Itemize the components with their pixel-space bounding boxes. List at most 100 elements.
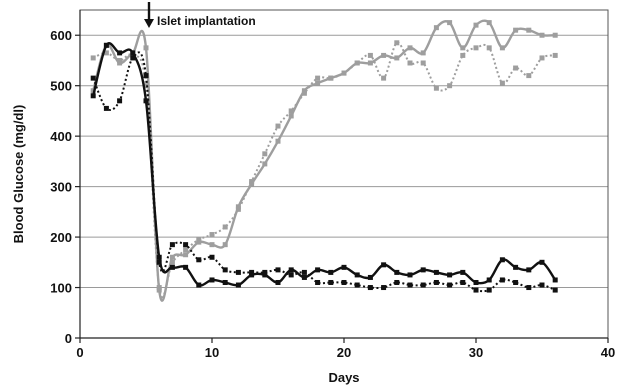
data-point xyxy=(394,279,400,285)
data-point xyxy=(407,60,413,66)
series-2 xyxy=(90,40,558,298)
data-point xyxy=(394,269,400,275)
y-tick-label: 300 xyxy=(50,180,72,195)
data-point xyxy=(275,138,281,144)
data-point xyxy=(315,75,321,81)
data-point xyxy=(407,45,413,51)
data-point xyxy=(143,83,149,89)
data-point xyxy=(447,83,453,89)
data-point xyxy=(473,279,479,285)
data-point xyxy=(381,75,387,81)
data-point xyxy=(539,55,545,61)
y-axis-title: Blood Glucose (mg/dl) xyxy=(11,105,26,244)
data-point xyxy=(513,279,519,285)
data-point xyxy=(103,42,109,48)
annotation-arrow-head xyxy=(144,19,154,28)
data-point xyxy=(499,80,505,86)
data-point xyxy=(169,264,175,270)
data-point xyxy=(235,206,241,212)
data-point xyxy=(169,242,175,248)
y-tick-label: 100 xyxy=(50,281,72,296)
data-point xyxy=(341,70,347,76)
data-point xyxy=(460,45,466,51)
data-point xyxy=(183,264,189,270)
data-point xyxy=(249,179,255,185)
data-point xyxy=(354,282,360,288)
data-point xyxy=(499,277,505,283)
data-point xyxy=(381,285,387,291)
data-point xyxy=(447,272,453,278)
data-point xyxy=(315,267,321,273)
y-tick-label: 500 xyxy=(50,79,72,94)
data-point xyxy=(499,45,505,51)
data-point xyxy=(354,272,360,278)
data-point xyxy=(249,269,255,275)
data-point xyxy=(526,267,532,273)
annotation: Islet implantation xyxy=(144,2,256,28)
data-point xyxy=(407,282,413,288)
data-point xyxy=(209,232,215,238)
data-point xyxy=(288,272,294,278)
data-point xyxy=(513,27,519,33)
series-layer xyxy=(90,19,558,302)
data-point xyxy=(394,55,400,61)
data-point xyxy=(526,27,532,33)
data-point xyxy=(90,55,96,61)
data-point xyxy=(90,93,96,99)
data-point xyxy=(486,20,492,26)
data-point xyxy=(143,98,149,104)
data-point xyxy=(275,279,281,285)
data-point xyxy=(222,224,228,230)
data-point xyxy=(552,32,558,38)
data-point xyxy=(315,279,321,285)
data-point xyxy=(235,269,241,275)
data-point xyxy=(249,181,255,187)
data-point xyxy=(262,269,268,275)
data-point xyxy=(552,52,558,58)
data-point xyxy=(433,279,439,285)
data-point xyxy=(235,204,241,210)
data-point xyxy=(381,52,387,58)
x-axis-title: Days xyxy=(328,370,359,385)
data-point xyxy=(196,282,202,288)
data-point xyxy=(433,85,439,91)
x-tick-label: 40 xyxy=(601,345,615,360)
data-point xyxy=(460,269,466,275)
data-point xyxy=(552,287,558,293)
data-point xyxy=(275,267,281,273)
x-tick-label: 0 xyxy=(76,345,83,360)
data-point xyxy=(367,60,373,66)
data-point xyxy=(539,259,545,265)
data-point xyxy=(328,269,334,275)
data-point xyxy=(288,267,294,273)
gridlines xyxy=(80,34,608,289)
data-point xyxy=(513,264,519,270)
data-point xyxy=(473,287,479,293)
data-point xyxy=(222,279,228,285)
data-point xyxy=(526,285,532,291)
data-point xyxy=(486,287,492,293)
annotation-label: Islet implantation xyxy=(157,14,256,28)
data-point xyxy=(328,75,334,81)
data-point xyxy=(301,269,307,275)
data-point xyxy=(130,52,136,58)
data-point xyxy=(235,282,241,288)
data-point xyxy=(117,50,123,56)
data-point xyxy=(103,50,109,56)
y-tick-label: 200 xyxy=(50,230,72,245)
data-point xyxy=(183,242,189,248)
data-point xyxy=(315,80,321,86)
data-point xyxy=(183,252,189,258)
data-point xyxy=(381,262,387,268)
data-point xyxy=(222,242,228,248)
data-point xyxy=(354,60,360,66)
data-point xyxy=(513,65,519,71)
data-point xyxy=(301,274,307,280)
data-point xyxy=(262,272,268,278)
data-point xyxy=(486,277,492,283)
data-point xyxy=(367,52,373,58)
data-point xyxy=(156,285,162,291)
data-point xyxy=(156,287,162,293)
